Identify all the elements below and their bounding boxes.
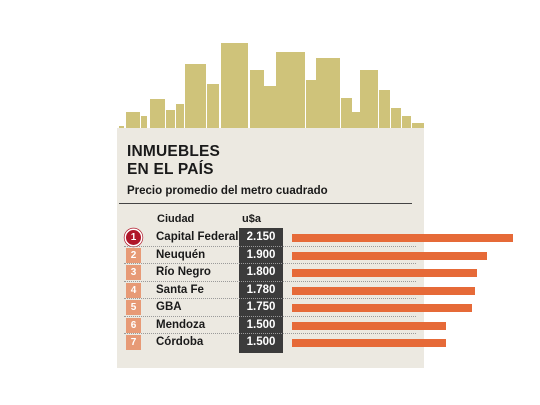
ranking-row: 4 Santa Fe 1.780: [121, 280, 475, 299]
chart-title: INMUEBLES EN EL PAÍS: [127, 143, 220, 179]
city-label: Mendoza: [156, 318, 206, 331]
price-bar: [292, 251, 487, 260]
rank-badge: 7: [126, 335, 141, 350]
row-separator: [124, 333, 416, 334]
city-label: GBA: [156, 301, 182, 313]
price-value: 1.780: [246, 283, 276, 296]
value-column-background: [239, 228, 283, 353]
title-divider: [119, 203, 412, 204]
price-bar: [292, 286, 475, 295]
price-bar: [292, 269, 477, 277]
title-line-1: INMUEBLES: [127, 143, 221, 160]
ranking-row: 7 Córdoba 1.500: [121, 333, 446, 351]
ranking-row: 5 GBA 1.750: [121, 298, 472, 316]
ranking-row: 2 Neuquén 1.900: [121, 245, 487, 264]
rank-badge: 5: [126, 300, 141, 315]
rank-badge: 1: [126, 230, 141, 245]
ranking-row: 1 Capital Federal 2.150: [121, 230, 513, 246]
price-value: 1.500: [246, 336, 276, 348]
city-label: Neuquén: [156, 248, 206, 261]
price-value: 2.150: [246, 231, 276, 243]
city-label: Capital Federal: [156, 231, 239, 243]
rank-badge: 2: [126, 247, 141, 263]
ranking-row: 6 Mendoza 1.500: [121, 315, 446, 334]
row-separator: [124, 298, 416, 299]
row-separator: [124, 315, 416, 317]
column-header-city: Ciudad: [157, 213, 195, 225]
row-separator: [124, 245, 416, 247]
city-label: Santa Fe: [156, 283, 204, 296]
rank-badge: 6: [126, 317, 141, 333]
column-header-unit: u$a: [242, 213, 261, 225]
price-bar: [292, 339, 446, 347]
price-value: 1.900: [246, 248, 276, 261]
rank-badge: 4: [126, 282, 141, 298]
chart-subtitle: Precio promedio del metro cuadrado: [127, 185, 328, 197]
city-label: Río Negro: [156, 266, 211, 278]
price-value: 1.800: [246, 266, 276, 278]
ranking-row: 3 Río Negro 1.800: [121, 263, 477, 281]
price-bar: [292, 234, 513, 242]
price-bar: [292, 304, 472, 312]
price-value: 1.500: [246, 318, 276, 331]
city-label: Córdoba: [156, 336, 204, 348]
price-value: 1.750: [246, 301, 276, 313]
title-line-2: EN EL PAÍS: [127, 161, 214, 178]
price-bar: [292, 321, 446, 330]
rank-badge: 3: [126, 265, 141, 280]
row-separator: [124, 280, 416, 282]
row-separator: [124, 263, 416, 264]
